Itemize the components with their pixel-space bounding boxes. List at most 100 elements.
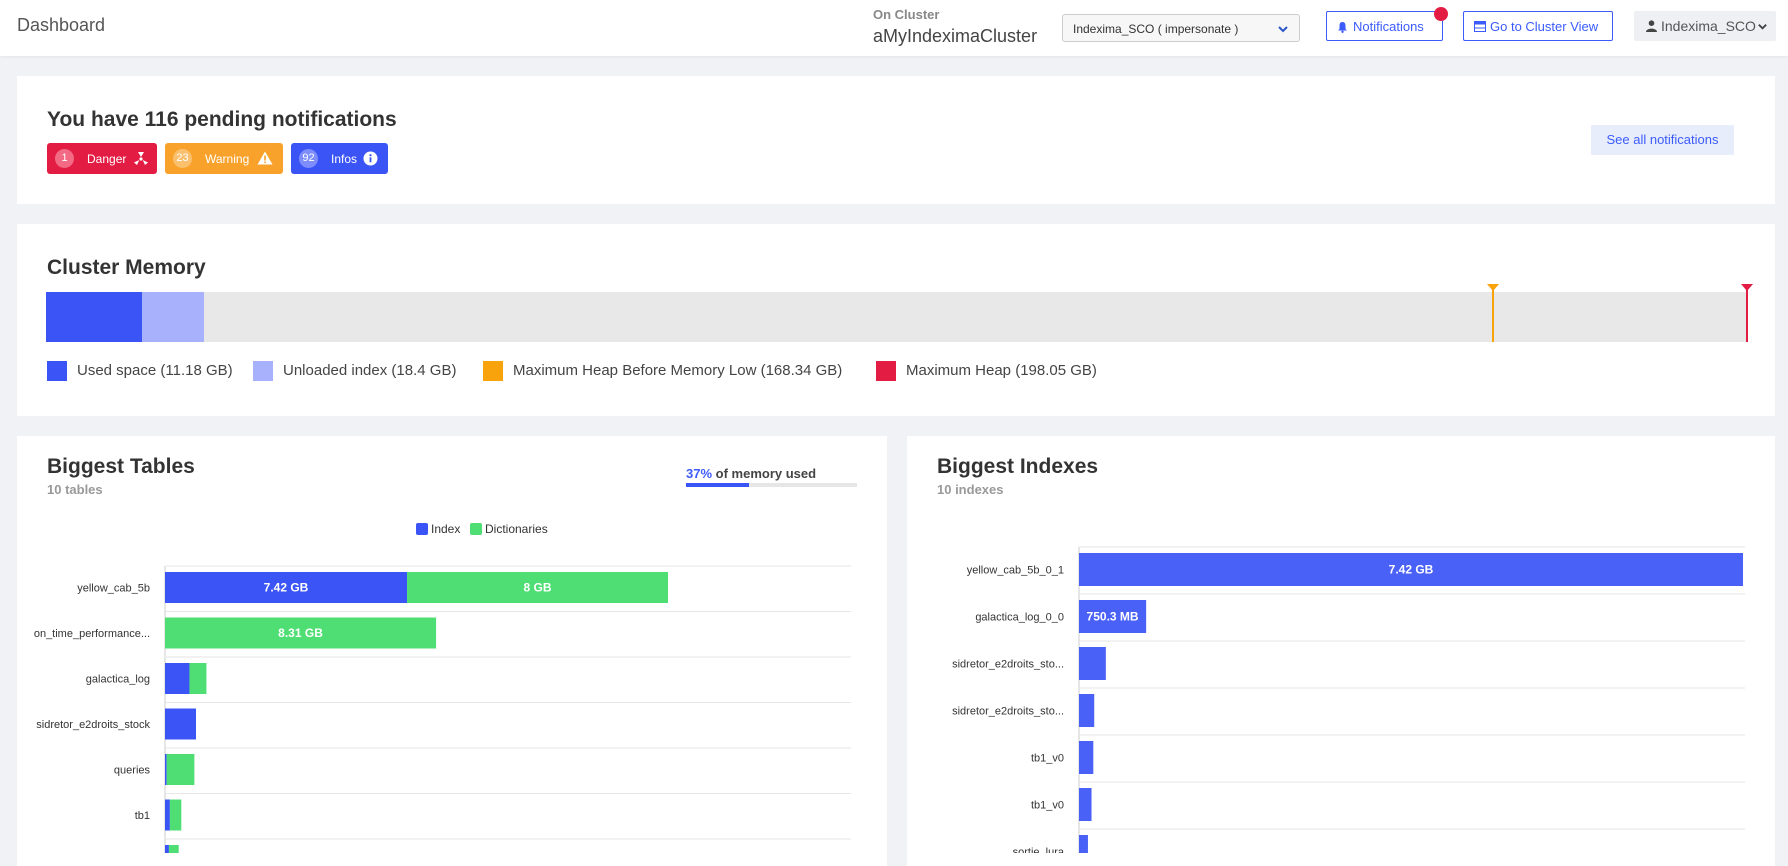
page-title: Dashboard xyxy=(17,15,106,35)
legend-swatch xyxy=(253,361,273,381)
bar-index[interactable] xyxy=(165,663,190,694)
memory-unloaded-segment xyxy=(142,292,205,342)
see-all-notifications-button[interactable]: See all notifications xyxy=(1591,125,1734,155)
bar-dictionaries[interactable] xyxy=(407,572,669,603)
bar-dictionaries[interactable] xyxy=(189,663,207,694)
warning-icon xyxy=(257,151,273,165)
legend-swatch xyxy=(416,523,428,535)
category-label: sidretor_e2droits_sto... xyxy=(952,659,1064,671)
bar-index[interactable] xyxy=(1079,553,1743,586)
bar-value-label: 7.42 GB xyxy=(264,581,309,595)
category-label: tb1_v0 xyxy=(1031,753,1064,765)
warning-badge[interactable]: 23 Warning xyxy=(165,143,283,174)
biggest-indexes-chart: yellow_cab_5b_0_1 7.42 GB galactica_log_0_… xyxy=(952,546,1745,854)
warning-count: 23 xyxy=(173,149,192,168)
memory-low-marker xyxy=(1491,290,1494,342)
legend-label: Used space (11.18 GB) xyxy=(77,362,233,379)
tables-legend-index: Index xyxy=(416,522,460,536)
memory-usage-text: 37% of memory used xyxy=(686,466,816,481)
legend-used-space: Used space (11.18 GB) xyxy=(47,361,233,381)
category-label: sidretor_e2droits_sto... xyxy=(952,706,1064,718)
bar-index[interactable] xyxy=(165,845,169,853)
legend-heap-before-low: Maximum Heap Before Memory Low (168.34 G… xyxy=(483,361,843,381)
bar-index[interactable] xyxy=(1079,741,1094,774)
cluster-view-label: Go to Cluster View xyxy=(1490,19,1599,34)
notifications-button[interactable]: Notifications xyxy=(1326,11,1443,41)
bell-icon xyxy=(1338,22,1347,33)
category-label: tb1_v0 xyxy=(1031,800,1064,812)
legend-label: Dictionaries xyxy=(485,522,548,536)
radiation-icon xyxy=(134,152,148,165)
category-label: yellow_cab_5b xyxy=(77,583,150,595)
memory-usage-label: of memory used xyxy=(712,466,817,481)
legend-label: Unloaded index (18.4 GB) xyxy=(283,362,457,379)
bar-value-label: 750.3 MB xyxy=(1087,610,1139,624)
impersonate-value: Indexima_SCO ( impersonate ) xyxy=(1073,22,1239,36)
bar-index[interactable] xyxy=(1079,600,1147,633)
max-heap-marker xyxy=(1746,290,1748,342)
biggest-indexes-subtitle: 10 indexes xyxy=(937,482,1004,497)
legend-swatch xyxy=(483,361,503,381)
cluster-view-button[interactable]: Go to Cluster View xyxy=(1463,11,1613,41)
bar-value-label: 7.42 GB xyxy=(1389,563,1434,577)
category-label: on_time_performance... xyxy=(34,628,150,640)
category-label: galactica_log_0_0 xyxy=(975,612,1064,624)
category-label: queries xyxy=(114,765,151,777)
bar-index[interactable] xyxy=(1079,788,1092,821)
category-label: sidretor_e2droits_stock xyxy=(36,719,150,731)
infos-badge[interactable]: 92 Infos xyxy=(291,143,388,174)
bar-index[interactable] xyxy=(165,572,408,603)
info-icon xyxy=(363,151,378,166)
bar-index[interactable] xyxy=(165,754,167,785)
legend-label: Maximum Heap (198.05 GB) xyxy=(906,362,1097,379)
bar-dictionaries[interactable] xyxy=(168,845,179,853)
user-label: Indexima_SCO xyxy=(1661,18,1756,34)
danger-badge[interactable]: 1 Danger xyxy=(47,143,157,174)
memory-bar xyxy=(46,292,1748,342)
notifications-heading: You have 116 pending notifications xyxy=(47,108,397,131)
memory-usage-fill xyxy=(686,483,750,487)
biggest-indexes-title: Biggest Indexes xyxy=(937,455,1099,478)
memory-used-segment xyxy=(46,292,143,342)
legend-label: Maximum Heap Before Memory Low (168.34 G… xyxy=(513,362,843,379)
category-label: yellow_cab_5b_0_1 xyxy=(967,565,1064,577)
memory-low-marker-triangle xyxy=(1486,284,1499,291)
chevron-down-icon xyxy=(1278,26,1288,33)
category-label: sortie_lura xyxy=(1013,847,1065,854)
chevron-down-icon xyxy=(1758,24,1767,30)
bar-index[interactable] xyxy=(1079,835,1088,853)
danger-count: 1 xyxy=(55,149,74,168)
top-bar: Dashboard On Cluster aMyIndeximaCluster … xyxy=(0,0,1788,56)
bar-dictionaries[interactable] xyxy=(165,617,437,649)
bar-index[interactable] xyxy=(1079,694,1095,727)
bar-value-label: 8 GB xyxy=(524,581,552,595)
user-menu[interactable]: Indexima_SCO xyxy=(1634,11,1776,41)
legend-swatch xyxy=(470,523,482,535)
bar-dictionaries[interactable] xyxy=(169,799,182,831)
bar-dictionaries[interactable] xyxy=(166,754,195,785)
impersonate-select[interactable]: Indexima_SCO ( impersonate ) xyxy=(1062,14,1300,42)
bar-index[interactable] xyxy=(165,708,196,740)
category-label: tb1 xyxy=(135,810,150,822)
infos-label: Infos xyxy=(331,152,358,166)
cluster-name: aMyIndeximaCluster xyxy=(873,26,1038,46)
bar-index[interactable] xyxy=(1079,647,1106,680)
cluster-memory-title: Cluster Memory xyxy=(47,256,206,279)
memory-usage-percent: 37% xyxy=(686,466,713,481)
tables-legend-dictionaries: Dictionaries xyxy=(470,522,548,536)
bar-index[interactable] xyxy=(165,799,170,831)
bar-value-label: 8.31 GB xyxy=(278,626,323,640)
infos-count: 92 xyxy=(299,149,318,168)
legend-label: Index xyxy=(431,522,461,536)
cluster-label: On Cluster xyxy=(873,7,940,22)
biggest-indexes-card xyxy=(907,436,1775,866)
max-heap-marker-triangle xyxy=(1741,284,1753,291)
biggest-tables-card xyxy=(17,436,887,866)
table-icon xyxy=(1474,21,1486,32)
legend-swatch xyxy=(47,361,67,381)
danger-label: Danger xyxy=(87,152,127,166)
notification-dot xyxy=(1434,7,1448,21)
legend-unloaded-index: Unloaded index (18.4 GB) xyxy=(253,361,457,381)
legend-swatch xyxy=(876,361,896,381)
biggest-tables-subtitle: 10 tables xyxy=(47,482,103,497)
